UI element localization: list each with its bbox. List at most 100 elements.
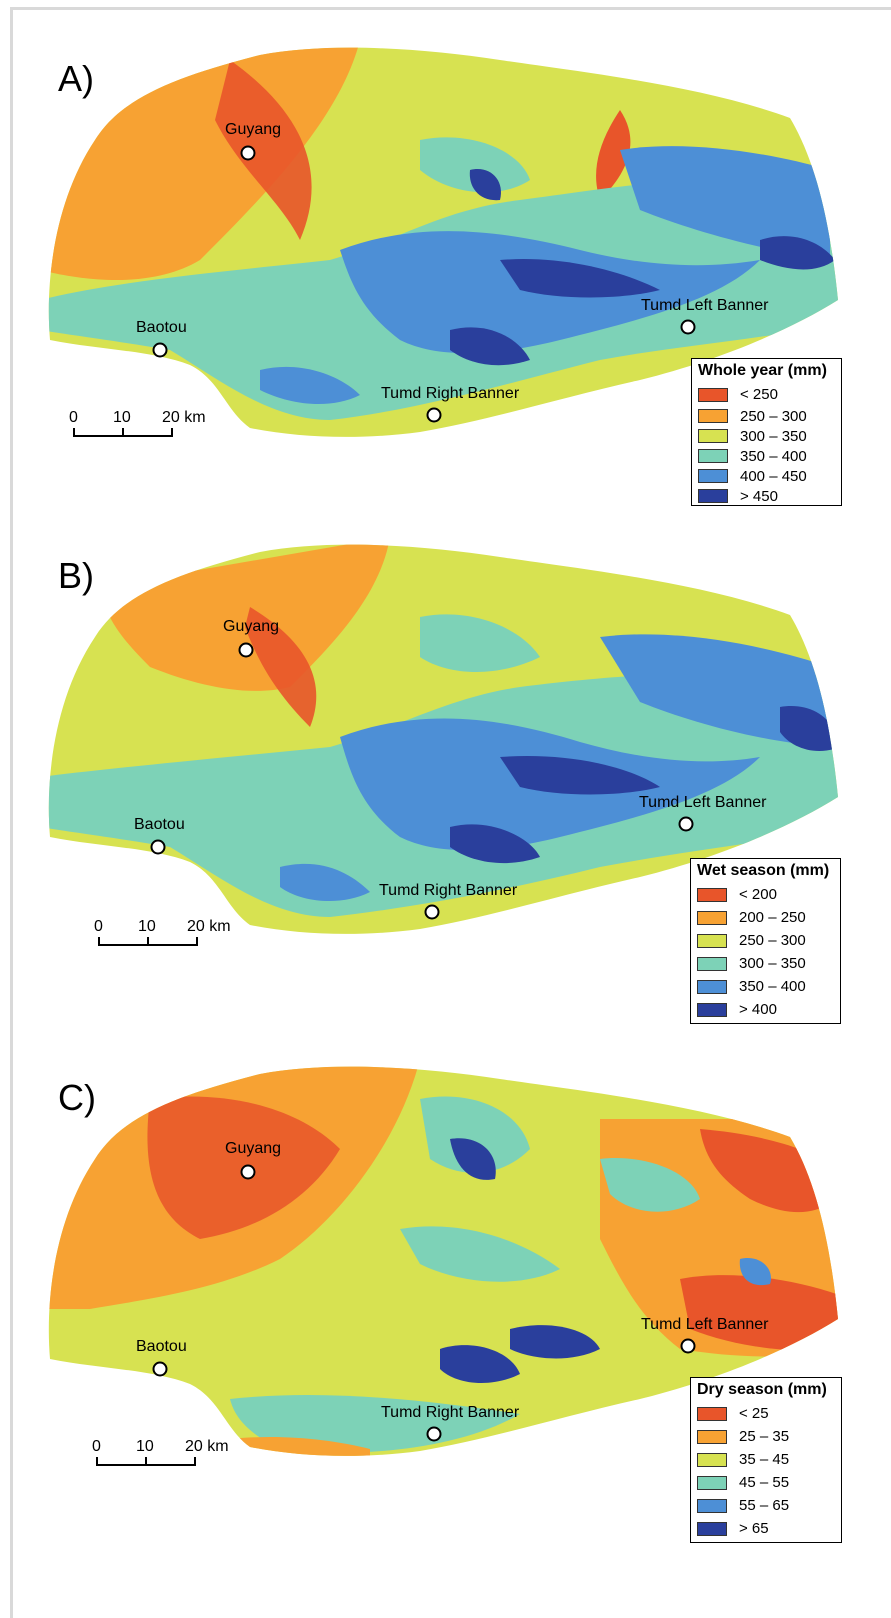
city-marker-baotou [152, 1361, 168, 1377]
city-label-baotou: Baotou [134, 816, 185, 833]
legend-label: 250 – 300 [740, 407, 807, 425]
frame-top-line [10, 7, 891, 10]
legend-item: 35 – 45 [697, 1448, 835, 1471]
scale-bar: 0 10 20 km [94, 918, 231, 946]
scale-tick-20: 20 km [187, 918, 231, 935]
raster-layer [48, 1066, 839, 1456]
legend-swatch [698, 387, 728, 402]
legend-item: 55 – 65 [697, 1494, 835, 1517]
legend-item: > 400 [697, 998, 834, 1021]
legend-item: 25 – 35 [697, 1425, 835, 1448]
legend-label: < 200 [739, 886, 777, 903]
legend-item: 350 – 400 [697, 975, 834, 998]
panel-a: A) Guyang Baotou Tumd Left Banner [0, 0, 891, 520]
city-label-tumd-right: Tumd Right Banner [379, 882, 518, 899]
precipitation-map: Guyang Baotou Tumd Left Banner Tumd Righ… [48, 1066, 839, 1466]
city-marker-tumd-left [680, 319, 696, 335]
legend-title: Dry season (mm) [697, 1381, 827, 1398]
legend-item: < 200 [697, 883, 834, 906]
scale-tick-0: 0 [69, 409, 78, 426]
legend-swatch [697, 1452, 727, 1467]
scale-tick-10: 10 [138, 918, 156, 935]
legend-item: 45 – 55 [697, 1471, 835, 1494]
city-label-baotou: Baotou [136, 319, 187, 336]
legend-swatch [697, 887, 727, 902]
city-label-tumd-left: Tumd Left Banner [639, 794, 767, 811]
city-marker-tumd-right [426, 1426, 442, 1442]
legend-swatch [697, 933, 727, 948]
precipitation-map: Guyang Baotou Tumd Left Banner Tumd Righ… [48, 47, 839, 437]
legend-label: > 65 [739, 1520, 769, 1537]
city-marker-baotou [152, 342, 168, 358]
city-label-tumd-right: Tumd Right Banner [381, 1404, 520, 1421]
legend-label: 300 – 350 [740, 427, 807, 445]
scale-tick-0: 0 [92, 1438, 101, 1455]
legend-item: < 250 [698, 383, 835, 406]
legend-swatch [697, 979, 727, 994]
legend-label: 200 – 250 [739, 909, 806, 926]
legend-swatch [697, 1498, 727, 1513]
legend-title: Whole year (mm) [698, 362, 827, 379]
legend-swatch [698, 429, 728, 443]
legend-swatch [698, 409, 728, 423]
legend-swatch [697, 1406, 727, 1421]
legend-swatch [697, 1002, 727, 1017]
legend-item: 250 – 300 [698, 406, 835, 426]
legend-label: 55 – 65 [739, 1497, 790, 1514]
legend-label: 45 – 55 [739, 1474, 790, 1491]
legend-swatch [698, 449, 728, 463]
legend: Whole year (mm) < 250 250 – 300 300 – 35… [691, 358, 842, 506]
legend-item: 300 – 350 [697, 952, 834, 975]
city-marker-guyang [240, 145, 256, 161]
legend-label: < 25 [739, 1405, 769, 1422]
legend-item: 350 – 400 [698, 446, 835, 466]
legend-swatch [697, 910, 727, 925]
legend-item: 300 – 350 [698, 426, 835, 446]
panel-b: B) Guyang Baotou Tumd Left Banner Tumd R… [0, 497, 891, 1027]
legend-label: 25 – 35 [739, 1428, 790, 1445]
legend-label: 250 – 300 [739, 932, 806, 949]
city-label-guyang: Guyang [225, 1140, 281, 1157]
legend-label: 300 – 350 [739, 955, 806, 972]
scale-tick-20: 20 km [185, 1438, 229, 1455]
panel-c: C) Guyang Baotou Tumd Left Banner [0, 1019, 891, 1618]
scale-tick-10: 10 [113, 409, 131, 426]
legend-label: > 400 [739, 1001, 777, 1018]
legend-swatch [697, 1475, 727, 1490]
legend-item: < 25 [697, 1402, 835, 1425]
scale-bar: 0 10 20 km [69, 409, 206, 437]
city-label-guyang: Guyang [223, 618, 279, 635]
scale-bar: 0 10 20 km [92, 1438, 229, 1466]
city-marker-tumd-right [424, 904, 440, 920]
legend-swatch [698, 489, 728, 503]
legend-item: 400 – 450 [698, 466, 835, 486]
scale-tick-20: 20 km [162, 409, 206, 426]
legend-label: > 450 [740, 487, 778, 505]
legend-swatch [698, 469, 728, 483]
legend-label: 350 – 400 [739, 978, 806, 995]
city-label-tumd-left: Tumd Left Banner [641, 1316, 769, 1333]
city-label-baotou: Baotou [136, 1338, 187, 1355]
legend: Wet season (mm) < 200 200 – 250 250 – 30… [690, 858, 841, 1024]
legend-label: 400 – 450 [740, 467, 807, 485]
legend-item: > 450 [698, 486, 835, 506]
panel-label: A) [58, 58, 94, 99]
city-marker-baotou [150, 839, 166, 855]
panel-label: C) [58, 1077, 96, 1118]
city-marker-tumd-left [680, 1338, 696, 1354]
city-label-tumd-right: Tumd Right Banner [381, 385, 520, 402]
city-label-guyang: Guyang [225, 121, 281, 138]
legend-swatch [697, 1429, 727, 1444]
legend-item: > 65 [697, 1517, 835, 1540]
legend-item: 200 – 250 [697, 906, 834, 929]
city-marker-guyang [240, 1164, 256, 1180]
legend-swatch [697, 1521, 727, 1536]
legend-swatch [697, 956, 727, 971]
legend: Dry season (mm) < 25 25 – 35 35 – 45 45 … [690, 1377, 842, 1543]
legend-title: Wet season (mm) [697, 862, 830, 879]
legend-label: 35 – 45 [739, 1451, 790, 1468]
city-marker-tumd-left [678, 816, 694, 832]
city-marker-guyang [238, 642, 254, 658]
city-marker-tumd-right [426, 407, 442, 423]
panel-label: B) [58, 555, 94, 596]
